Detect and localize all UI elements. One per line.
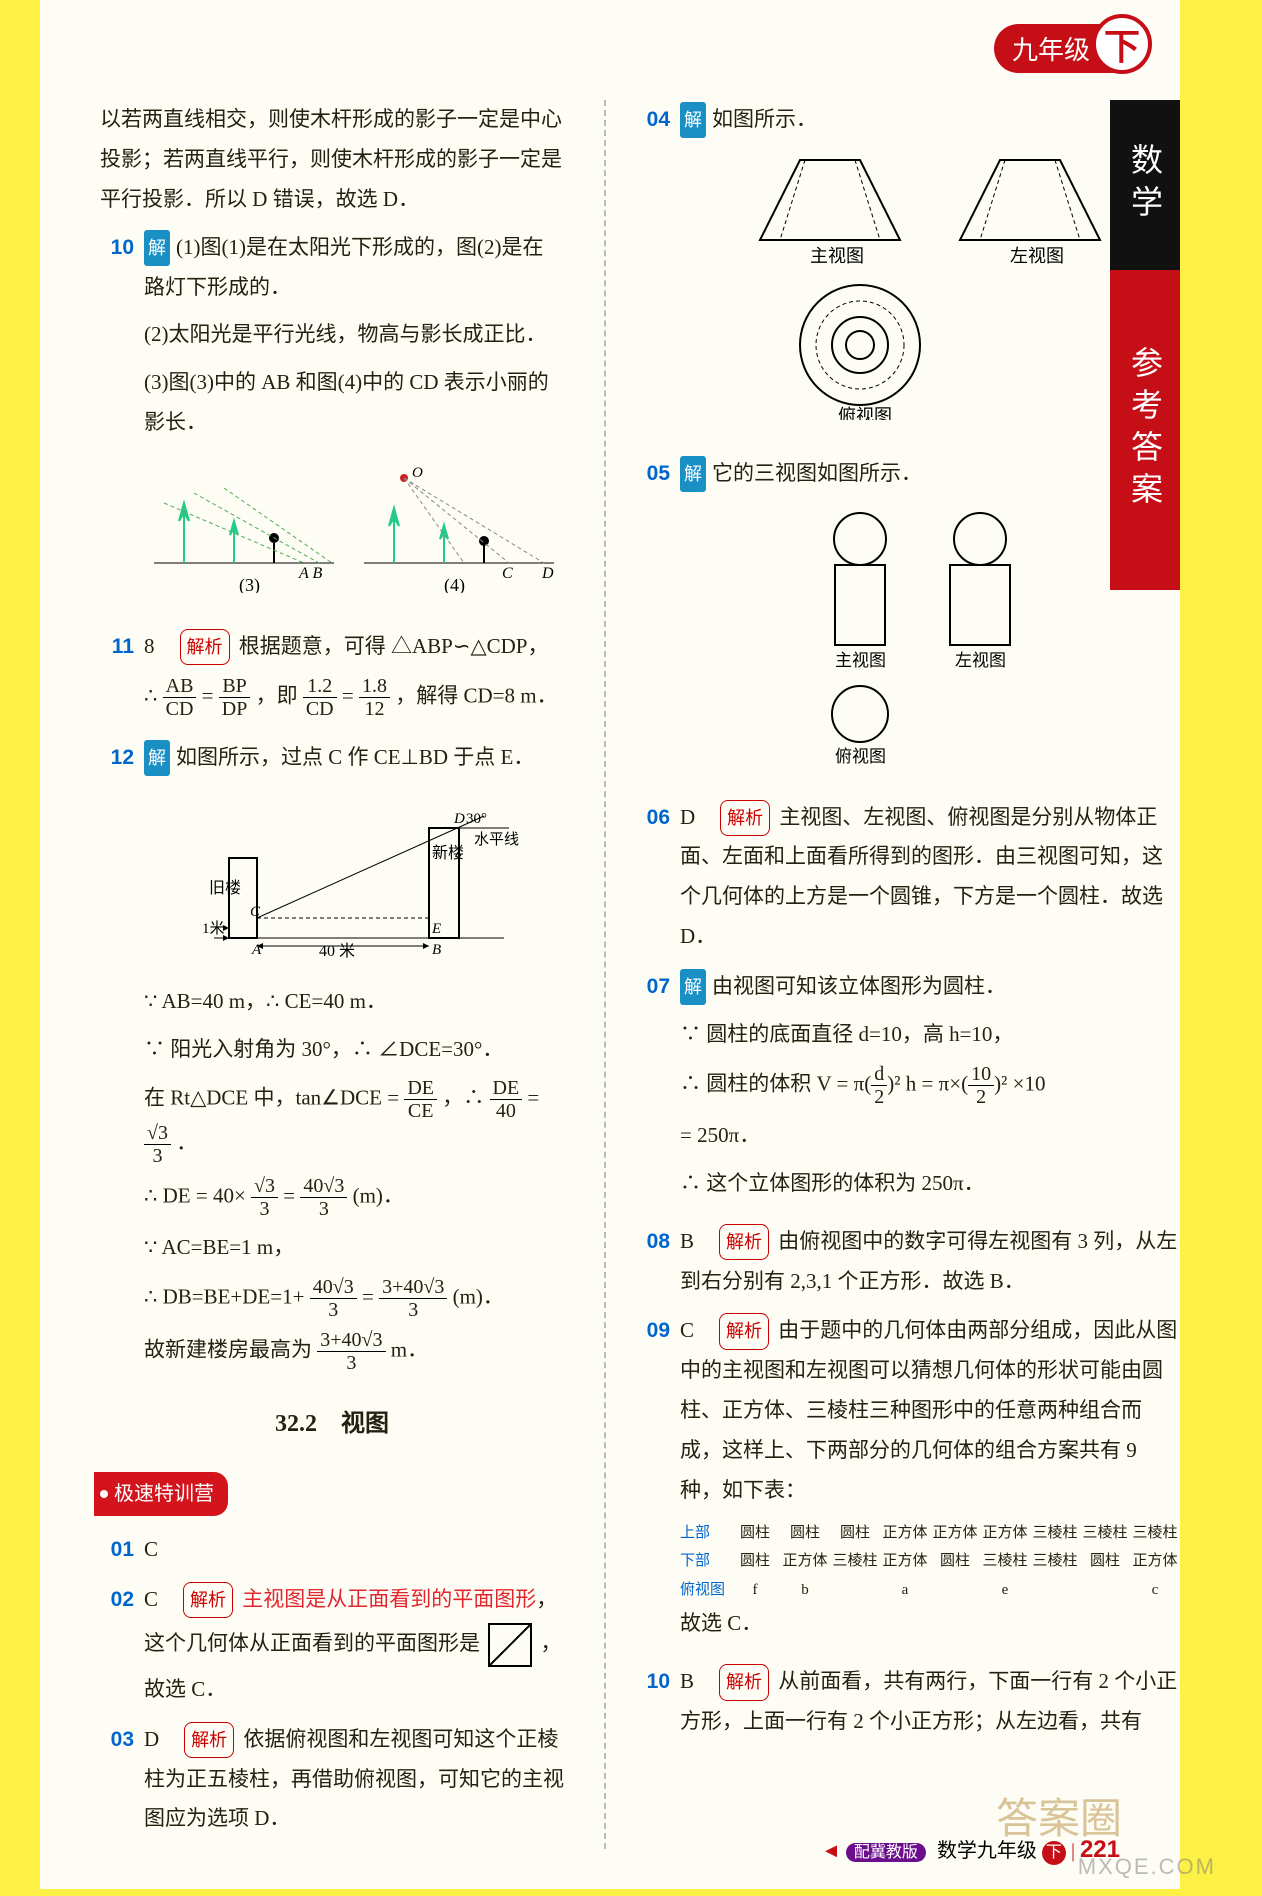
svg-text:左视图: 左视图 bbox=[1010, 246, 1064, 266]
s02: 02 C 解析 主视图是从正面看到的平面图形，这个几何体从正面看到的平面图形是 … bbox=[100, 1580, 564, 1710]
q12-l1: ∵ AB=40 m，∴ CE=40 m． bbox=[144, 982, 564, 1022]
tab-subject: 数学 bbox=[1110, 100, 1180, 270]
q12-num: 12 bbox=[100, 738, 134, 1382]
volume-circle: 下 bbox=[1092, 14, 1152, 74]
section-title: 32.2 视图 bbox=[100, 1402, 564, 1448]
q09-table: 上部圆柱圆柱圆柱正方体正方体正方体三棱柱三棱柱三棱柱 下部圆柱正方体三棱柱正方体… bbox=[680, 1519, 1180, 1605]
svg-text:左视图: 左视图 bbox=[955, 651, 1006, 670]
q10-3: (3)图(3)中的 AB 和图(4)中的 CD 表示小丽的影长． bbox=[144, 363, 564, 443]
square-diagonal-icon bbox=[485, 1620, 535, 1670]
q11-ans: 8 bbox=[144, 634, 155, 658]
svg-text:主视图: 主视图 bbox=[810, 246, 864, 266]
q12-intro: 如图所示，过点 C 作 CE⊥BD 于点 E． bbox=[176, 745, 534, 769]
svg-text:(3): (3) bbox=[239, 575, 260, 593]
s03: 03 D 解析 依据俯视图和左视图可知这个正棱柱为正五棱柱，再借助俯视图，可知它… bbox=[100, 1720, 564, 1840]
q11-a: 根据题意，可得 △ABP∽△CDP， bbox=[239, 634, 549, 658]
q12: 12 解如图所示，过点 C 作 CE⊥BD 于点 E． 旧楼 新楼 bbox=[100, 738, 564, 1382]
r-q07: 07 解由视图可知该立体图形为圆柱． ∵ 圆柱的底面直径 d=10，高 h=10… bbox=[636, 967, 1180, 1212]
q12-l2: ∵ 阳光入射角为 30°，∴ ∠DCE=30°． bbox=[144, 1030, 564, 1070]
tab-answers: 参考答案 bbox=[1110, 270, 1180, 590]
svg-text:1米: 1米 bbox=[202, 920, 225, 937]
svg-text:B: B bbox=[432, 942, 441, 958]
q12-l3: 在 Rt△DCE 中，tan∠DCE = DECE ，∴ DE40 = √33 … bbox=[144, 1077, 564, 1167]
fig-q12: 旧楼 新楼 30° 水平线 1米 40 米 C A E B bbox=[144, 788, 564, 972]
q12-l4: ∴ DE = 40× √33 = 40√33 (m)． bbox=[144, 1175, 564, 1220]
svg-text:D: D bbox=[453, 811, 465, 827]
q10-num: 10 bbox=[100, 228, 134, 617]
fig-q05: 主视图 左视图 俯视图 bbox=[680, 504, 1180, 778]
svg-text:水平线: 水平线 bbox=[474, 831, 519, 848]
fig-q04: 主视图 左视图 俯视图 bbox=[680, 150, 1180, 434]
right-column: 04 解如图所示． 主视图 左视图 bbox=[604, 100, 1180, 1849]
r-q09: 09 C 解析 由于题中的几何体由两部分组成，因此从图中的主视图和左视图可以猜想… bbox=[636, 1311, 1180, 1652]
watermark-en: MXQE.COM bbox=[1078, 1854, 1216, 1880]
q11-b: ∴ ABCD = BPDP ，即 1.2CD = 1.812 ，解得 CD=8 … bbox=[144, 675, 564, 720]
svg-text:旧楼: 旧楼 bbox=[209, 879, 241, 897]
svg-text:E: E bbox=[431, 921, 441, 937]
q12-l7: 故新建楼房最高为 3+40√33 m． bbox=[144, 1329, 564, 1374]
footer-edition: 配冀教版 bbox=[846, 1843, 926, 1862]
r-q10: 10 B 解析 从前面看，共有两行，下面一行有 2 个小正方形，上面一行有 2 … bbox=[636, 1662, 1180, 1742]
q12-l5: ∵ AC=BE=1 m， bbox=[144, 1228, 564, 1268]
svg-text:O: O bbox=[412, 465, 423, 481]
s01: 01 C bbox=[100, 1530, 564, 1570]
svg-text:主视图: 主视图 bbox=[835, 651, 886, 670]
fig-3-4: A B (3) O bbox=[144, 453, 564, 607]
q10-2: (2)太阳光是平行光线，物高与影长成正比． bbox=[144, 315, 564, 355]
r-q04: 04 解如图所示． 主视图 左视图 bbox=[636, 100, 1180, 444]
r-q08: 08 B 解析 由俯视图中的数字可得左视图有 3 列，从左到右分别有 2,3,1… bbox=[636, 1222, 1180, 1302]
left-column: 以若两直线相交，则使木杆形成的影子一定是中心投影；若两直线平行，则使木杆形成的影… bbox=[100, 100, 564, 1849]
svg-text:C: C bbox=[502, 565, 513, 582]
svg-text:俯视图: 俯视图 bbox=[838, 406, 892, 420]
jie-tag: 解 bbox=[144, 230, 170, 266]
jie-tag: 解 bbox=[144, 740, 170, 776]
grade-text: 九年级 bbox=[1012, 30, 1090, 67]
r-q06: 06 D 解析 主视图、左视图、俯视图是分别从物体正面、左面和上面看所得到的图形… bbox=[636, 798, 1180, 958]
q12-l6: ∴ DB=BE+DE=1+ 40√33 = 3+40√33 (m)． bbox=[144, 1276, 564, 1321]
svg-text:俯视图: 俯视图 bbox=[835, 747, 886, 764]
svg-text:新楼: 新楼 bbox=[432, 844, 464, 862]
svg-text:A B: A B bbox=[298, 565, 322, 582]
intro-text: 以若两直线相交，则使木杆形成的影子一定是中心投影；若两直线平行，则使木杆形成的影… bbox=[100, 100, 564, 220]
section-badge: 极速特训营 bbox=[94, 1472, 228, 1516]
svg-text:C: C bbox=[250, 904, 261, 920]
q10-1: (1)图(1)是在太阳光下形成的，图(2)是在路灯下形成的． bbox=[144, 235, 543, 299]
svg-text:(4): (4) bbox=[444, 575, 465, 593]
s02-highlight: 主视图是从正面看到的平面图形 bbox=[242, 1587, 536, 1611]
svg-text:40 米: 40 米 bbox=[319, 942, 355, 958]
q10: 10 解(1)图(1)是在太阳光下形成的，图(2)是在路灯下形成的． (2)太阳… bbox=[100, 228, 564, 617]
q11: 11 8 解析 根据题意，可得 △ABP∽△CDP， ∴ ABCD = BPDP… bbox=[100, 627, 564, 728]
watermark-cn: 答案圈 bbox=[996, 1785, 1122, 1846]
svg-text:D: D bbox=[541, 565, 554, 582]
q11-num: 11 bbox=[100, 627, 134, 728]
svg-text:30°: 30° bbox=[466, 811, 487, 827]
q07-c: ∴ 圆柱的体积 V = π(d2)² h = π×(102)² ×10 bbox=[680, 1063, 1180, 1108]
jiexi-tag: 解析 bbox=[180, 629, 230, 665]
r-q05: 05 解它的三视图如图所示． 主视图 左视图 俯视图 bbox=[636, 454, 1180, 788]
